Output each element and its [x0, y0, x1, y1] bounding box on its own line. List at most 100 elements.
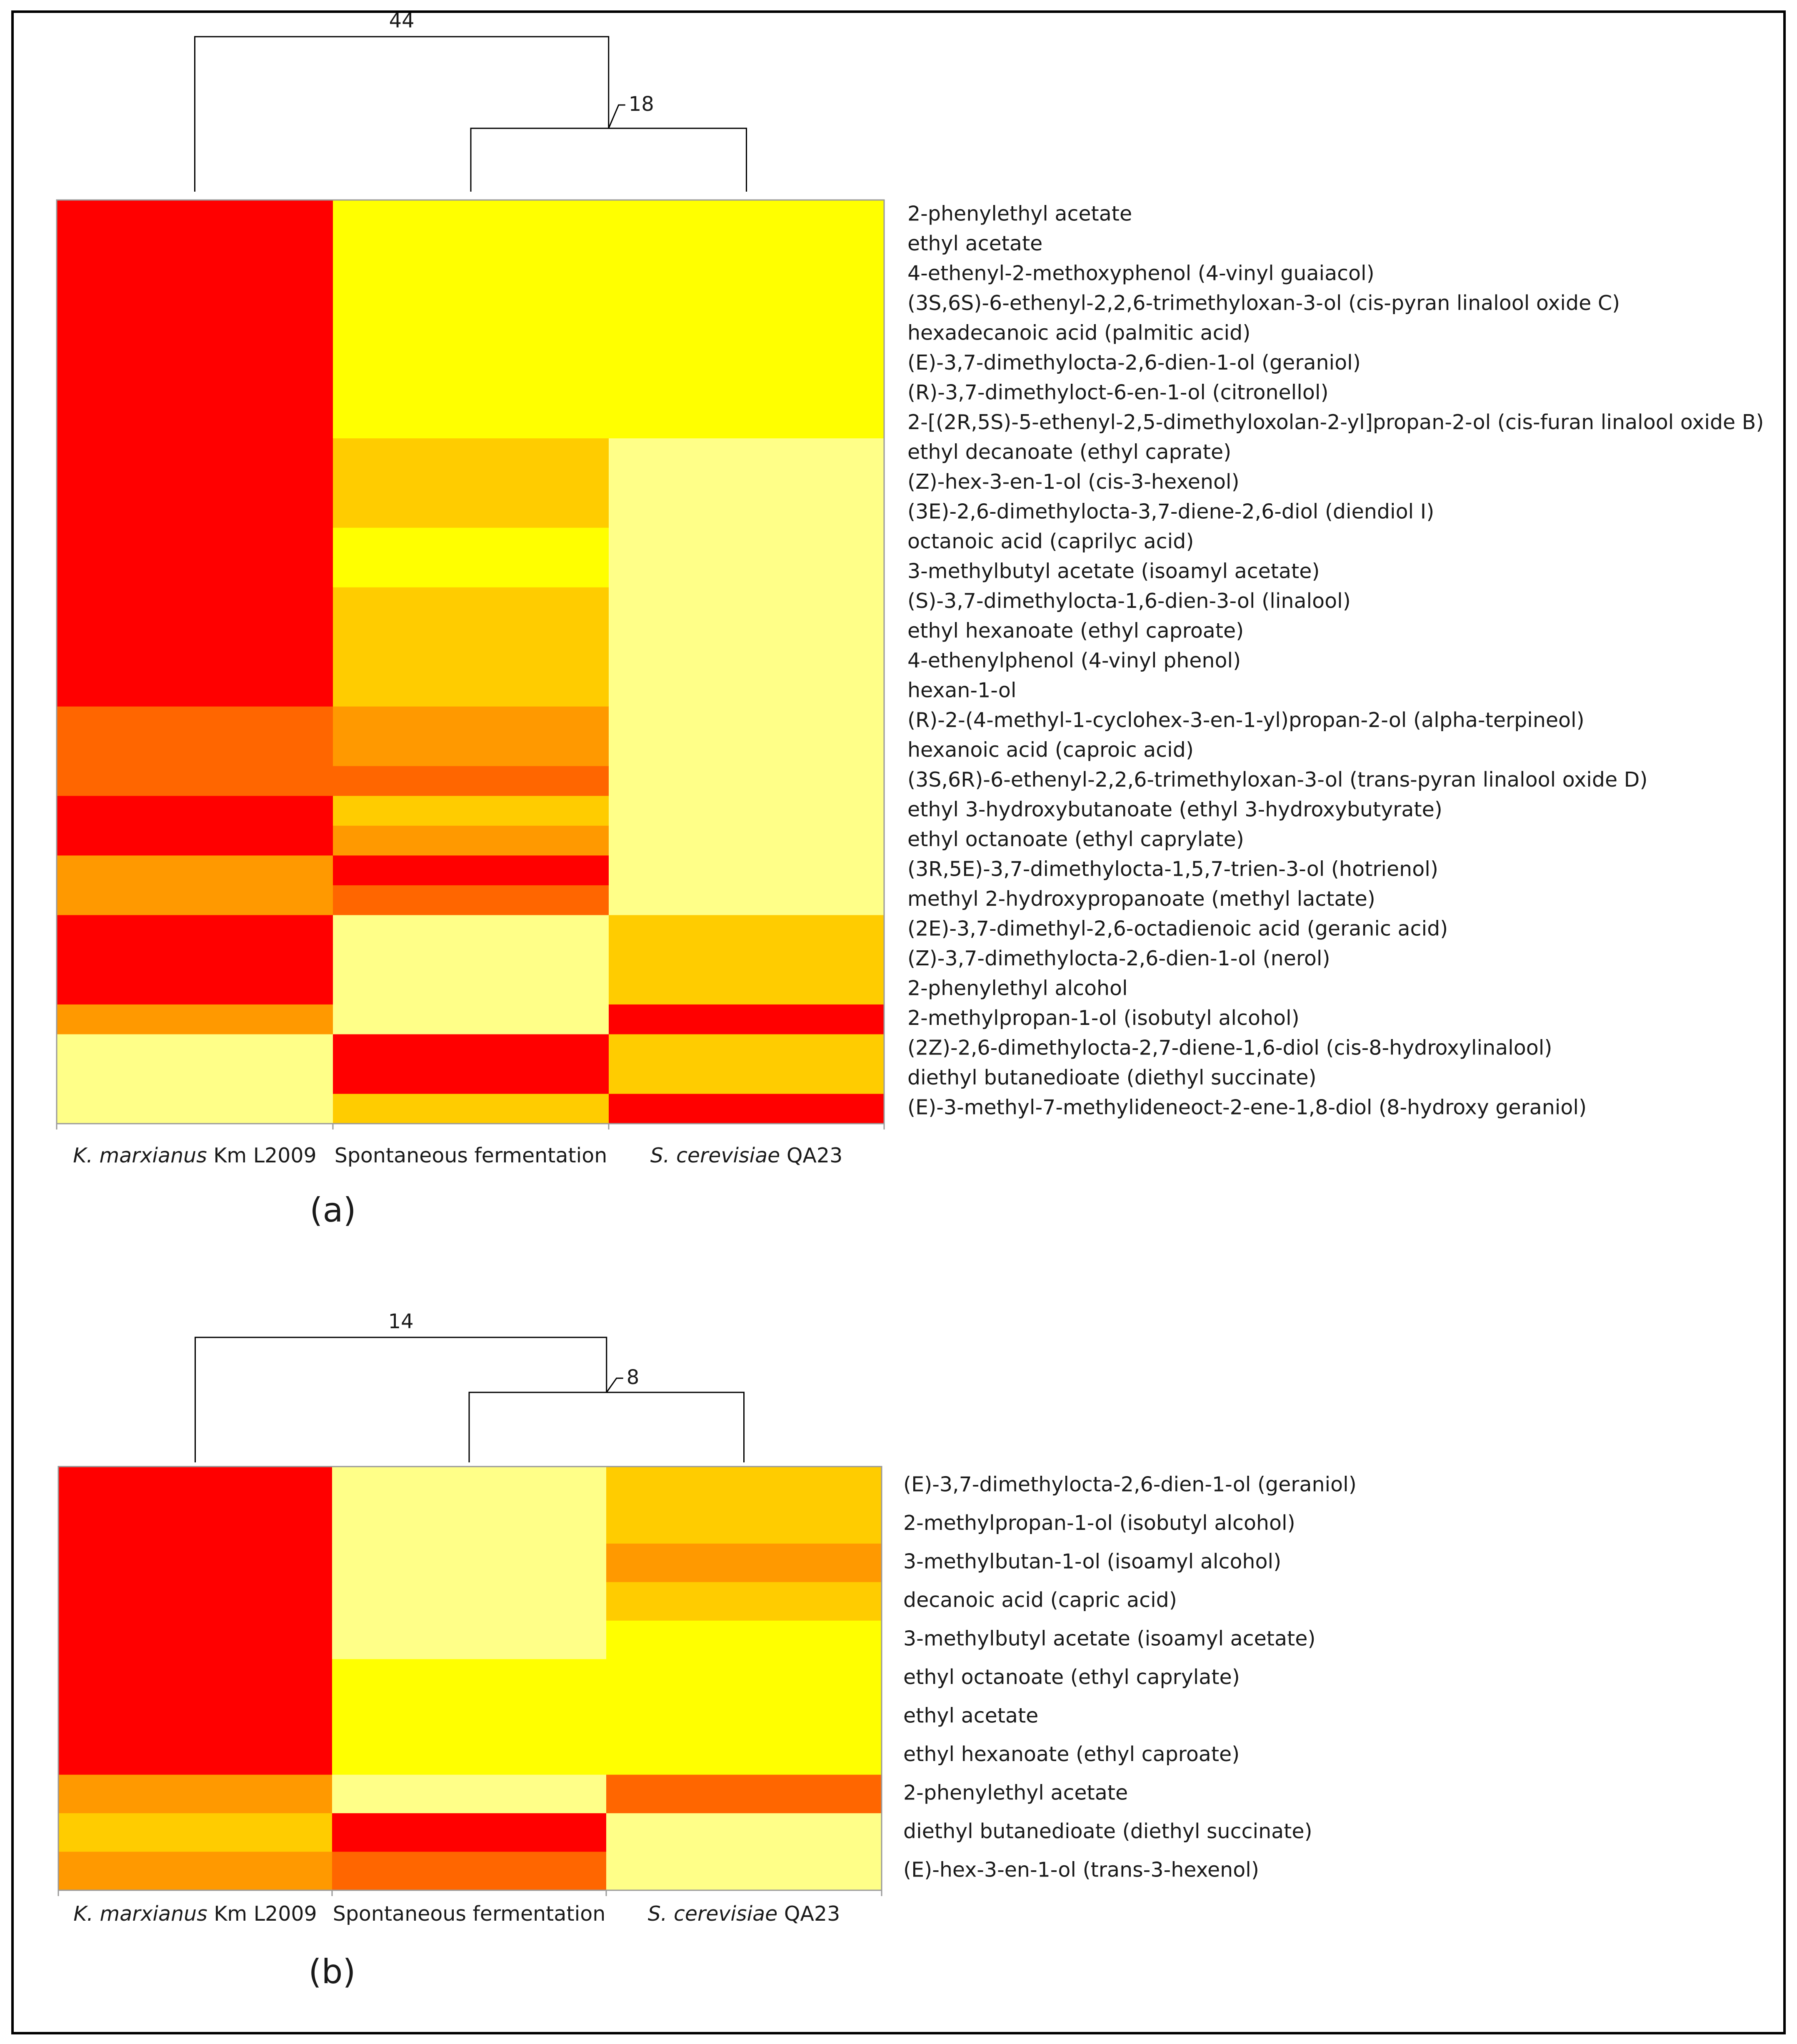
row-label: 3-methylbutyl acetate (isoamyl acetate) [903, 1627, 1315, 1651]
row-label: ethyl octanoate (ethyl caprylate) [907, 827, 1244, 851]
column-label: Spontaneous fermentation [335, 1144, 607, 1167]
row-label: 3-methylbutan-1-ol (isoamyl alcohol) [903, 1550, 1281, 1574]
row-label: 4-ethenyl-2-methoxyphenol (4-vinyl guaia… [907, 261, 1375, 285]
heatmap-cell [333, 438, 609, 469]
heatmap-cell [57, 825, 333, 856]
heatmap-cell [606, 1467, 882, 1506]
heatmap-cell [58, 1659, 332, 1698]
row-label: (E)-3,7-dimethylocta-2,6-dien-1-ol (gera… [903, 1473, 1357, 1497]
row-label: (3S,6R)-6-ethenyl-2,2,6-trimethyloxan-3-… [907, 768, 1648, 792]
heatmap-cell [606, 1774, 882, 1814]
heatmap-cell [333, 587, 609, 617]
row-label: (2Z)-2,6-dimethylocta-2,7-diene-1,6-diol… [907, 1036, 1552, 1060]
column-label-part: Spontaneous fermentation [333, 1902, 606, 1926]
heatmap-cell [57, 438, 333, 469]
heatmap-cell [609, 379, 885, 409]
heatmap-cell [609, 498, 885, 528]
heatmap-cell [333, 1094, 609, 1124]
row-label: 2-phenylethyl alcohol [907, 977, 1128, 1000]
column-label-part: Km L2009 [207, 1144, 317, 1167]
heatmap-cell [57, 1004, 333, 1035]
heatmap-cell [333, 647, 609, 677]
row-label: decanoic acid (capric acid) [903, 1588, 1177, 1612]
row-label: (R)-3,7-dimethyloct-6-en-1-ol (citronell… [907, 380, 1329, 404]
column-label-part: K. marxianus [73, 1144, 207, 1167]
heatmap-cell [58, 1736, 332, 1775]
heatmap-cell [57, 647, 333, 677]
heatmap-cell [333, 885, 609, 915]
row-label: (E)-3-methyl-7-methylideneoct-2-ene-1,8-… [907, 1096, 1587, 1119]
heatmap-cell [332, 1467, 607, 1506]
heatmap-cell [606, 1543, 882, 1582]
heatmap-cell [333, 260, 609, 290]
heatmap-cell [609, 766, 885, 796]
heatmap-cell [332, 1659, 607, 1698]
dendrogram-leader [608, 104, 625, 129]
heatmap-cell [333, 379, 609, 409]
heatmap-cell [609, 1004, 885, 1035]
heatmap-frame [56, 199, 885, 1124]
row-label: diethyl butanedioate (diethyl succinate) [907, 1066, 1317, 1089]
heatmap-cell [606, 1813, 882, 1852]
heatmap-cell [333, 230, 609, 260]
column-label: K. marxianus Km L2009 [73, 1144, 317, 1167]
heatmap-cell [332, 1852, 607, 1891]
row-label: ethyl decanoate (ethyl caprate) [907, 440, 1231, 464]
row-label: (3E)-2,6-dimethylocta-3,7-diene-2,6-diol… [907, 500, 1434, 523]
column-label-part: QA23 [777, 1902, 840, 1926]
heatmap-cell [332, 1697, 607, 1737]
row-label: octanoic acid (caprilyc acid) [907, 530, 1194, 553]
heatmap-cell [333, 527, 609, 558]
heatmap-cell [609, 915, 885, 945]
heatmap-cell [57, 677, 333, 707]
row-label: ethyl acetate [903, 1704, 1038, 1727]
heatmap-cell [609, 975, 885, 1005]
row-label: (E)-hex-3-en-1-ol (trans-3-hexenol) [903, 1858, 1259, 1882]
heatmap-cell [57, 1094, 333, 1124]
heatmap-cell [57, 975, 333, 1005]
heatmap-cell [609, 677, 885, 707]
dendrogram-top-label: 44 [389, 9, 415, 32]
heatmap-cell [57, 855, 333, 886]
row-label: 3-methylbutyl acetate (isoamyl acetate) [907, 559, 1320, 583]
heatmap-cell [609, 647, 885, 677]
heatmap-cell [57, 736, 333, 767]
heatmap-cell [57, 915, 333, 945]
row-label: 2-phenylethyl acetate [903, 1781, 1128, 1804]
heatmap-cell [333, 408, 609, 439]
row-label: 2-[(2R,5S)-5-ethenyl-2,5-dimethyloxolan-… [907, 410, 1764, 434]
heatmap-cell [57, 408, 333, 439]
heatmap-cell [58, 1813, 332, 1852]
heatmap-cell [609, 260, 885, 290]
column-label: K. marxianus Km L2009 [73, 1902, 317, 1926]
heatmap-cell [333, 677, 609, 707]
heatmap-cell [333, 349, 609, 379]
heatmap-cell [333, 617, 609, 647]
heatmap-cell [332, 1582, 607, 1621]
row-label: hexadecanoic acid (palmitic acid) [907, 321, 1250, 345]
column-label: S. cerevisiae QA23 [648, 1902, 840, 1926]
row-label: 2-methylpropan-1-ol (isobutyl alcohol) [903, 1511, 1295, 1535]
heatmap-cell [57, 796, 333, 826]
column-label-part: K. marxianus [73, 1902, 207, 1926]
heatmap-cell [606, 1582, 882, 1621]
column-label: Spontaneous fermentation [333, 1902, 606, 1926]
heatmap-cell [333, 736, 609, 767]
heatmap-cell [333, 706, 609, 737]
row-label: (Z)-hex-3-en-1-ol (cis-3-hexenol) [907, 470, 1240, 494]
row-label: (3R,5E)-3,7-dimethylocta-1,5,7-trien-3-o… [907, 857, 1438, 881]
heatmap-cell [57, 468, 333, 498]
row-label: ethyl 3-hydroxybutanoate (ethyl 3-hydrox… [907, 798, 1442, 822]
heatmap-cell [333, 766, 609, 796]
row-label: (R)-2-(4-methyl-1-cyclohex-3-en-1-yl)pro… [907, 708, 1585, 732]
heatmap-cell [333, 855, 609, 886]
heatmap-cell [333, 319, 609, 350]
heatmap-cell [609, 796, 885, 826]
heatmap-cell [57, 200, 333, 230]
row-label: ethyl hexanoate (ethyl caproate) [903, 1742, 1240, 1766]
heatmap-cell [609, 289, 885, 320]
heatmap-cell [332, 1736, 607, 1775]
heatmap-cell [57, 945, 333, 975]
heatmap-cell [58, 1505, 332, 1544]
dendrogram-sub-label: 8 [627, 1366, 640, 1389]
